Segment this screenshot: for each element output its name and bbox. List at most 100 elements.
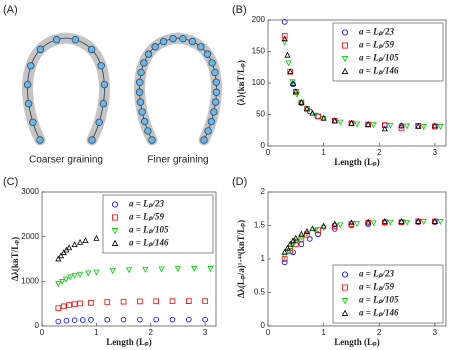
x-axis-label: Length (Lₚ)	[106, 337, 152, 347]
point	[88, 299, 94, 306]
caption: Coarser graining	[29, 155, 103, 166]
point	[420, 124, 427, 130]
bead	[136, 98, 145, 106]
y-tick-label: 1	[261, 254, 266, 263]
y-axis-label: Δλ(Lₚ/a)¹·⁴⁴(kʙT/Lₚ)	[236, 220, 246, 298]
point	[381, 125, 388, 132]
legend-label: a = Lₚ/146	[129, 238, 169, 248]
bead	[144, 50, 153, 58]
point	[309, 225, 316, 232]
point	[331, 118, 338, 124]
x-tick-label: 3	[203, 328, 208, 337]
y-tick-label: 0	[35, 321, 40, 330]
point	[365, 121, 371, 128]
point	[85, 270, 92, 277]
point	[292, 88, 299, 95]
bead	[203, 50, 212, 58]
point	[281, 35, 288, 42]
point	[398, 122, 405, 129]
bead	[29, 118, 37, 126]
point	[125, 267, 133, 274]
bead	[95, 118, 103, 126]
legend-marker	[111, 239, 119, 246]
y-tick-label: 0	[261, 141, 266, 150]
point	[66, 244, 73, 251]
panel-label: (A)	[3, 4, 18, 16]
point	[284, 51, 291, 58]
bead	[23, 80, 32, 89]
point	[281, 39, 288, 46]
point	[293, 92, 300, 98]
legend-label: a = Lₚ/59	[129, 212, 164, 222]
legend-box	[332, 264, 444, 324]
point	[186, 298, 192, 304]
x-tick-label: 1	[321, 328, 326, 337]
legend-label: a = Lₚ/105	[129, 225, 169, 235]
point	[285, 248, 292, 255]
point	[398, 217, 405, 224]
point	[293, 238, 300, 245]
point	[281, 32, 288, 39]
point	[404, 123, 411, 130]
bead	[140, 117, 149, 126]
bead	[36, 136, 44, 144]
point	[142, 266, 149, 273]
point	[382, 122, 388, 129]
point	[293, 241, 299, 248]
bead	[24, 99, 33, 108]
point	[289, 237, 297, 244]
point	[63, 317, 70, 324]
point	[365, 218, 372, 225]
axes-box	[41, 191, 217, 327]
bead	[27, 62, 35, 70]
legend-marker	[112, 214, 118, 221]
point	[202, 316, 208, 323]
point	[281, 19, 288, 25]
bead	[212, 78, 220, 86]
bead	[207, 117, 216, 126]
point	[348, 120, 355, 127]
bead	[169, 34, 177, 43]
x-tick-label: 0	[266, 148, 271, 157]
coarse-shape	[22, 32, 110, 146]
legend-marker	[342, 42, 348, 49]
point	[109, 268, 116, 275]
point	[298, 234, 305, 241]
bead	[99, 99, 108, 108]
point	[281, 248, 288, 255]
point	[303, 231, 310, 238]
legend-marker	[341, 271, 349, 278]
legend-label: a = Lₚ/23	[359, 269, 394, 279]
point	[304, 232, 310, 238]
bead	[188, 37, 197, 46]
point	[298, 241, 305, 248]
bead	[211, 98, 220, 106]
point	[353, 221, 361, 227]
point	[289, 80, 297, 86]
caption: Finer graining	[147, 155, 208, 166]
y-tick-label: 0	[261, 321, 266, 330]
point	[202, 298, 208, 304]
point	[60, 249, 67, 256]
x-tick-label: 3	[433, 148, 438, 157]
bead	[179, 34, 187, 43]
legend-label: a = Lₚ/105	[359, 295, 399, 305]
y-tick-label: 2	[261, 187, 266, 196]
point	[290, 249, 296, 256]
bead	[197, 43, 205, 51]
legend-label: a = Lₚ/23	[129, 199, 164, 209]
bead	[36, 45, 45, 54]
x-tick-label: 3	[433, 328, 438, 337]
legend-marker	[341, 298, 349, 305]
point	[76, 238, 84, 245]
point	[55, 318, 62, 325]
point	[137, 298, 143, 305]
point	[169, 316, 176, 323]
point	[71, 241, 78, 248]
point	[381, 217, 388, 224]
point	[415, 122, 422, 129]
point	[337, 119, 344, 126]
point	[55, 281, 62, 288]
